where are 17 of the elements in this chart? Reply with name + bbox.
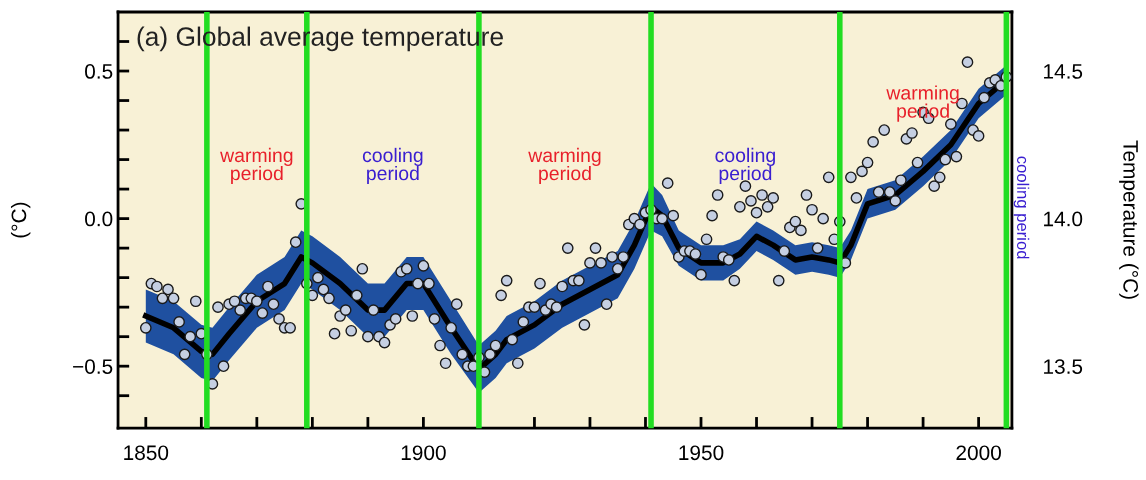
y2-tick-label: 14.0	[1044, 211, 1083, 227]
y-tick-label: −0.5	[73, 359, 113, 374]
y-tick-label: 0.0	[85, 211, 113, 227]
x-tick-label: 1950	[679, 445, 724, 461]
x-tick-label: 1850	[124, 445, 169, 461]
y2-axis-title: Temperature (°C)	[1119, 140, 1139, 299]
x-tick-label: 1900	[401, 445, 446, 461]
annotation: warming period	[220, 147, 293, 185]
annotation: cooling period	[715, 147, 775, 185]
y-axis-title: (°C)	[10, 202, 31, 238]
annotation: cooling period	[362, 147, 423, 185]
x-tick-label: 2000	[956, 445, 1001, 461]
y2-tick-label: 14.5	[1044, 64, 1083, 79]
text: cooling period	[1013, 156, 1030, 259]
y2-tick-label: 13.5	[1044, 359, 1083, 374]
annotation: warming period	[528, 147, 601, 185]
y-tick-label: 0.5	[85, 64, 113, 79]
